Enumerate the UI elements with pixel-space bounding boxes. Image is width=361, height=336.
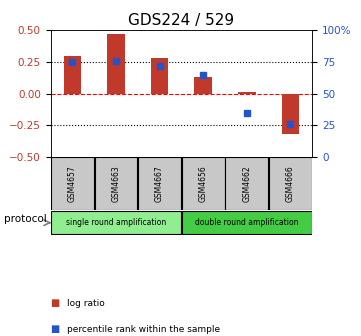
- Text: ■: ■: [51, 298, 60, 308]
- Bar: [51, 157, 94, 210]
- Bar: [151, 58, 168, 93]
- Bar: [107, 34, 125, 93]
- Text: log ratio: log ratio: [67, 299, 105, 307]
- Text: protocol: protocol: [4, 214, 46, 224]
- Bar: [182, 157, 225, 210]
- Text: percentile rank within the sample: percentile rank within the sample: [67, 325, 220, 334]
- Text: GSM4662: GSM4662: [242, 165, 251, 202]
- Bar: [138, 157, 181, 210]
- Text: double round amplification: double round amplification: [195, 218, 299, 227]
- Bar: [51, 211, 181, 234]
- Text: GSM4667: GSM4667: [155, 165, 164, 202]
- Text: GSM4666: GSM4666: [286, 165, 295, 202]
- Bar: [238, 92, 256, 93]
- Text: single round amplification: single round amplification: [66, 218, 166, 227]
- Text: GSM4657: GSM4657: [68, 165, 77, 202]
- Text: GSM4663: GSM4663: [112, 165, 121, 202]
- Title: GDS224 / 529: GDS224 / 529: [129, 13, 234, 28]
- Bar: [226, 157, 268, 210]
- Bar: [195, 77, 212, 93]
- Text: GSM4656: GSM4656: [199, 165, 208, 202]
- Bar: [95, 157, 137, 210]
- Bar: [269, 157, 312, 210]
- Bar: [282, 93, 299, 134]
- Text: ■: ■: [51, 324, 60, 334]
- Bar: [182, 211, 312, 234]
- Bar: [64, 55, 81, 93]
